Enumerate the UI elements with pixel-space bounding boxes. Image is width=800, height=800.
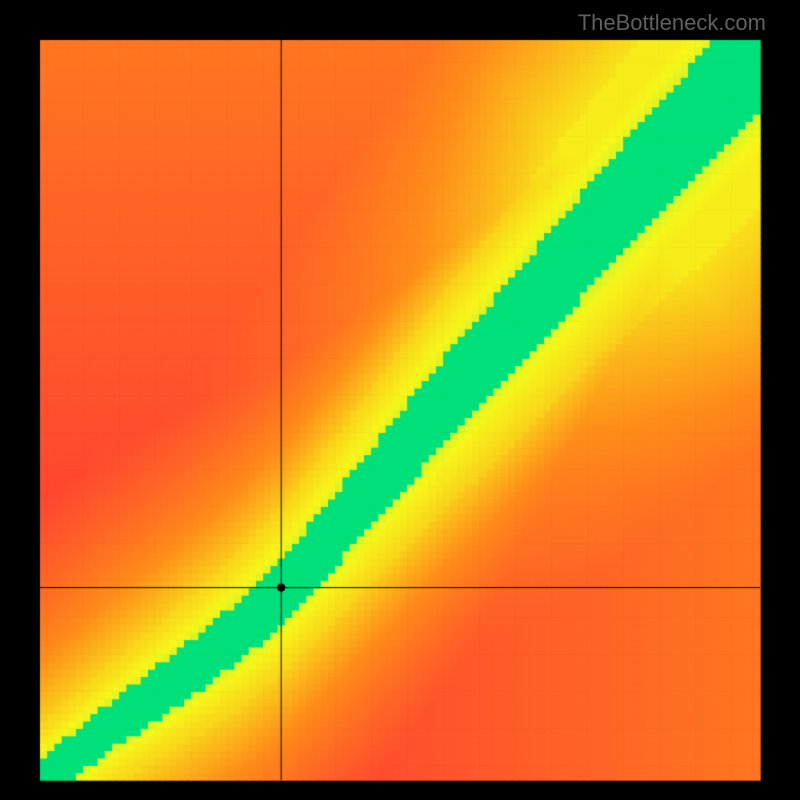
- bottleneck-heatmap-canvas: [0, 0, 800, 800]
- chart-container: TheBottleneck.com: [0, 0, 800, 800]
- watermark-text: TheBottleneck.com: [578, 10, 766, 36]
